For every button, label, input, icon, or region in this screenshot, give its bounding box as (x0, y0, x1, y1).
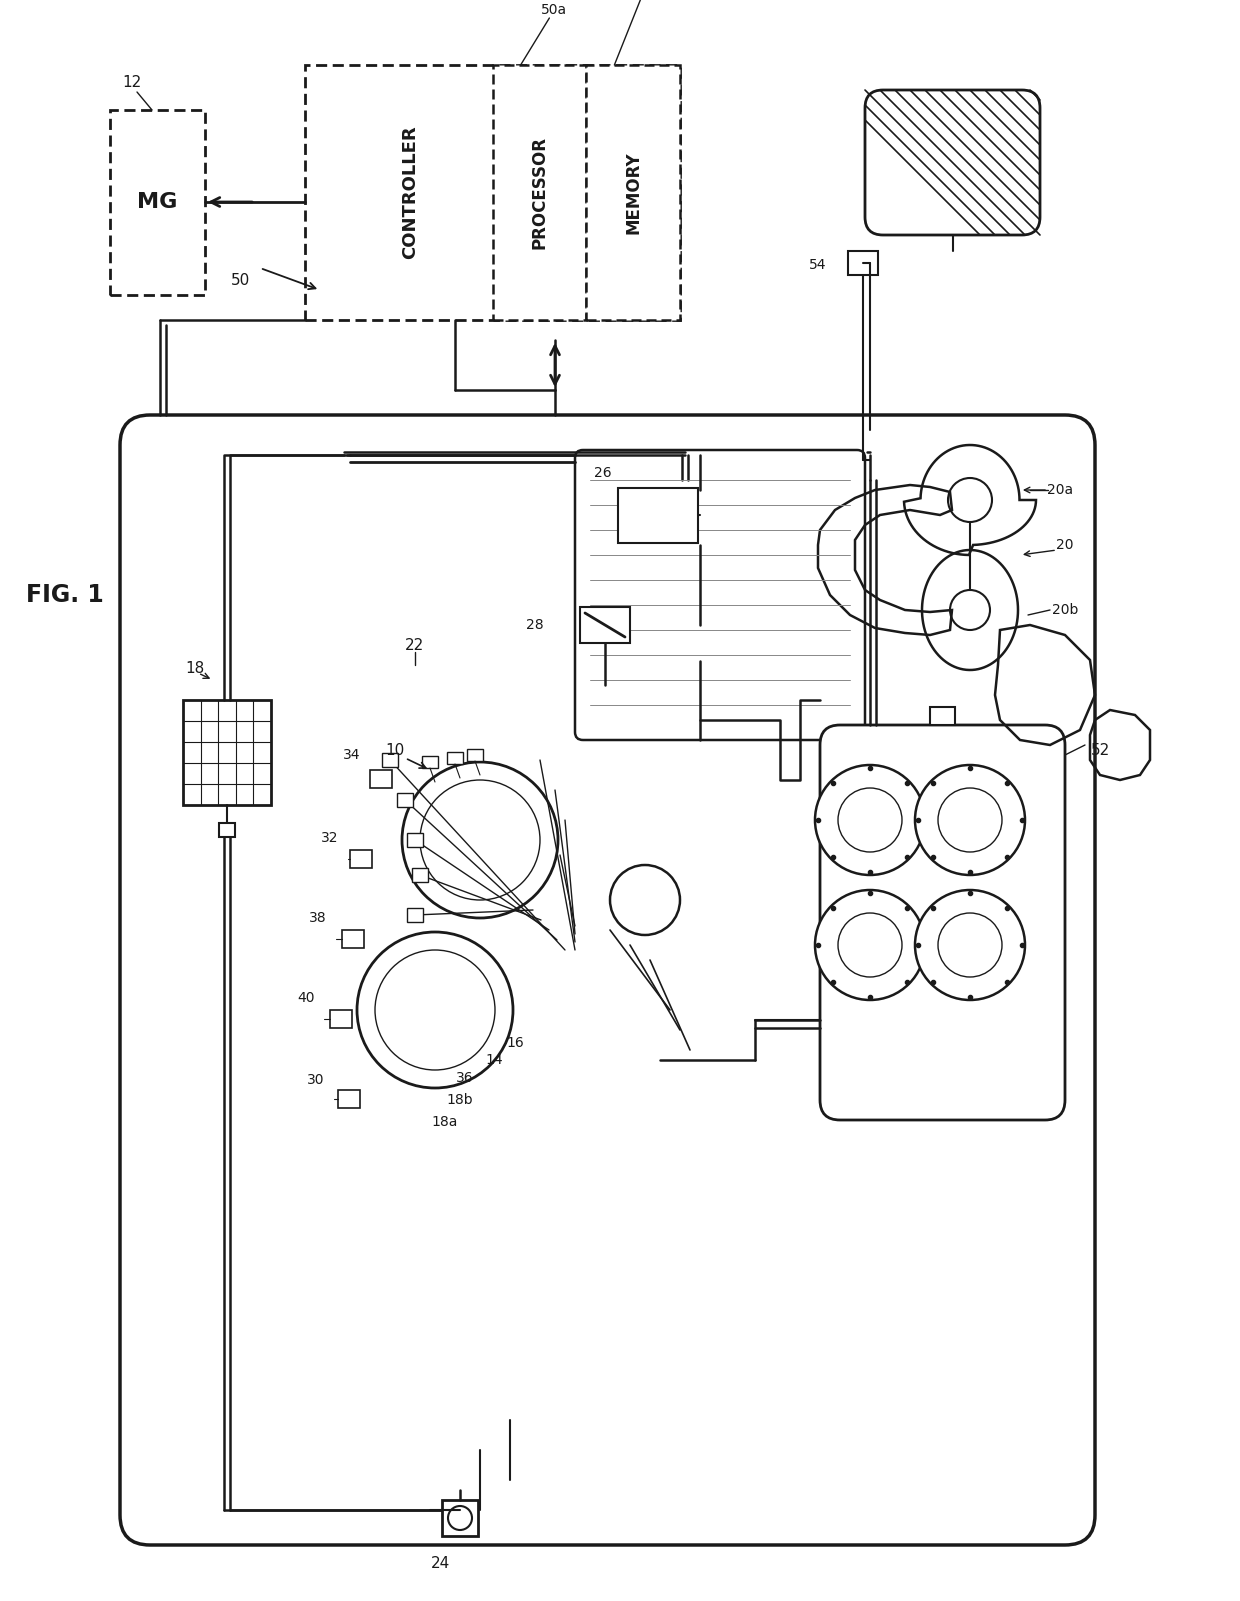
Bar (848, 251, 878, 275)
Text: FIG. 1: FIG. 1 (26, 583, 104, 607)
Text: MG: MG (136, 192, 177, 211)
Text: 14: 14 (485, 1053, 502, 1066)
Text: PROCESSOR: PROCESSOR (531, 136, 548, 250)
Bar (370, 770, 392, 788)
Text: 16: 16 (506, 1036, 523, 1050)
Bar (110, 110, 205, 295)
Text: 20a: 20a (1047, 484, 1073, 496)
Circle shape (815, 765, 925, 876)
Circle shape (838, 913, 901, 977)
Bar (342, 930, 365, 948)
Text: 18b: 18b (446, 1093, 474, 1106)
Circle shape (950, 591, 990, 631)
Bar (580, 607, 630, 644)
Bar (467, 749, 484, 760)
Bar (407, 908, 423, 922)
Circle shape (915, 765, 1025, 876)
FancyBboxPatch shape (820, 725, 1065, 1121)
Circle shape (357, 932, 513, 1089)
Bar (330, 1010, 352, 1028)
Text: 36: 36 (456, 1071, 474, 1085)
Text: 40: 40 (298, 991, 315, 1005)
Text: 22: 22 (405, 637, 424, 653)
Text: CONTROLLER: CONTROLLER (401, 126, 419, 259)
FancyBboxPatch shape (575, 450, 866, 740)
Bar (446, 752, 463, 764)
Bar (412, 868, 428, 882)
Bar (219, 823, 236, 837)
Text: 50a: 50a (542, 3, 568, 18)
FancyBboxPatch shape (120, 415, 1095, 1545)
Text: 38: 38 (309, 911, 327, 925)
Circle shape (402, 762, 558, 917)
Bar (618, 488, 698, 543)
FancyBboxPatch shape (866, 90, 1040, 235)
Circle shape (374, 949, 495, 1069)
Bar (382, 752, 398, 767)
Bar (587, 66, 680, 320)
Text: 18a: 18a (432, 1114, 459, 1129)
Text: 50: 50 (231, 272, 249, 288)
Text: 28: 28 (526, 618, 544, 632)
Text: 12: 12 (123, 75, 141, 90)
Bar (492, 66, 587, 320)
Circle shape (610, 865, 680, 935)
Text: 20b: 20b (1052, 604, 1079, 616)
Text: 26: 26 (594, 466, 611, 480)
Circle shape (448, 1507, 472, 1531)
Text: 20: 20 (1056, 538, 1074, 552)
Circle shape (937, 788, 1002, 852)
Circle shape (815, 890, 925, 1001)
Text: 54: 54 (810, 258, 827, 272)
Circle shape (937, 913, 1002, 977)
Text: 18: 18 (185, 661, 205, 676)
Bar (397, 792, 413, 807)
Bar (930, 708, 955, 725)
Text: MEMORY: MEMORY (624, 150, 642, 234)
Text: 34: 34 (343, 748, 361, 762)
Bar (422, 756, 438, 768)
Bar (305, 66, 680, 320)
Bar (184, 700, 272, 805)
Circle shape (915, 890, 1025, 1001)
Text: 32: 32 (321, 831, 339, 845)
Bar (407, 833, 423, 847)
Circle shape (949, 479, 992, 522)
Circle shape (420, 780, 539, 900)
Bar (441, 1500, 477, 1535)
Circle shape (838, 788, 901, 852)
Text: 30: 30 (308, 1073, 325, 1087)
Bar (350, 850, 372, 868)
Text: 24: 24 (430, 1556, 450, 1571)
Text: 10: 10 (386, 743, 404, 757)
Text: 52: 52 (1090, 743, 1110, 757)
Bar (339, 1090, 360, 1108)
